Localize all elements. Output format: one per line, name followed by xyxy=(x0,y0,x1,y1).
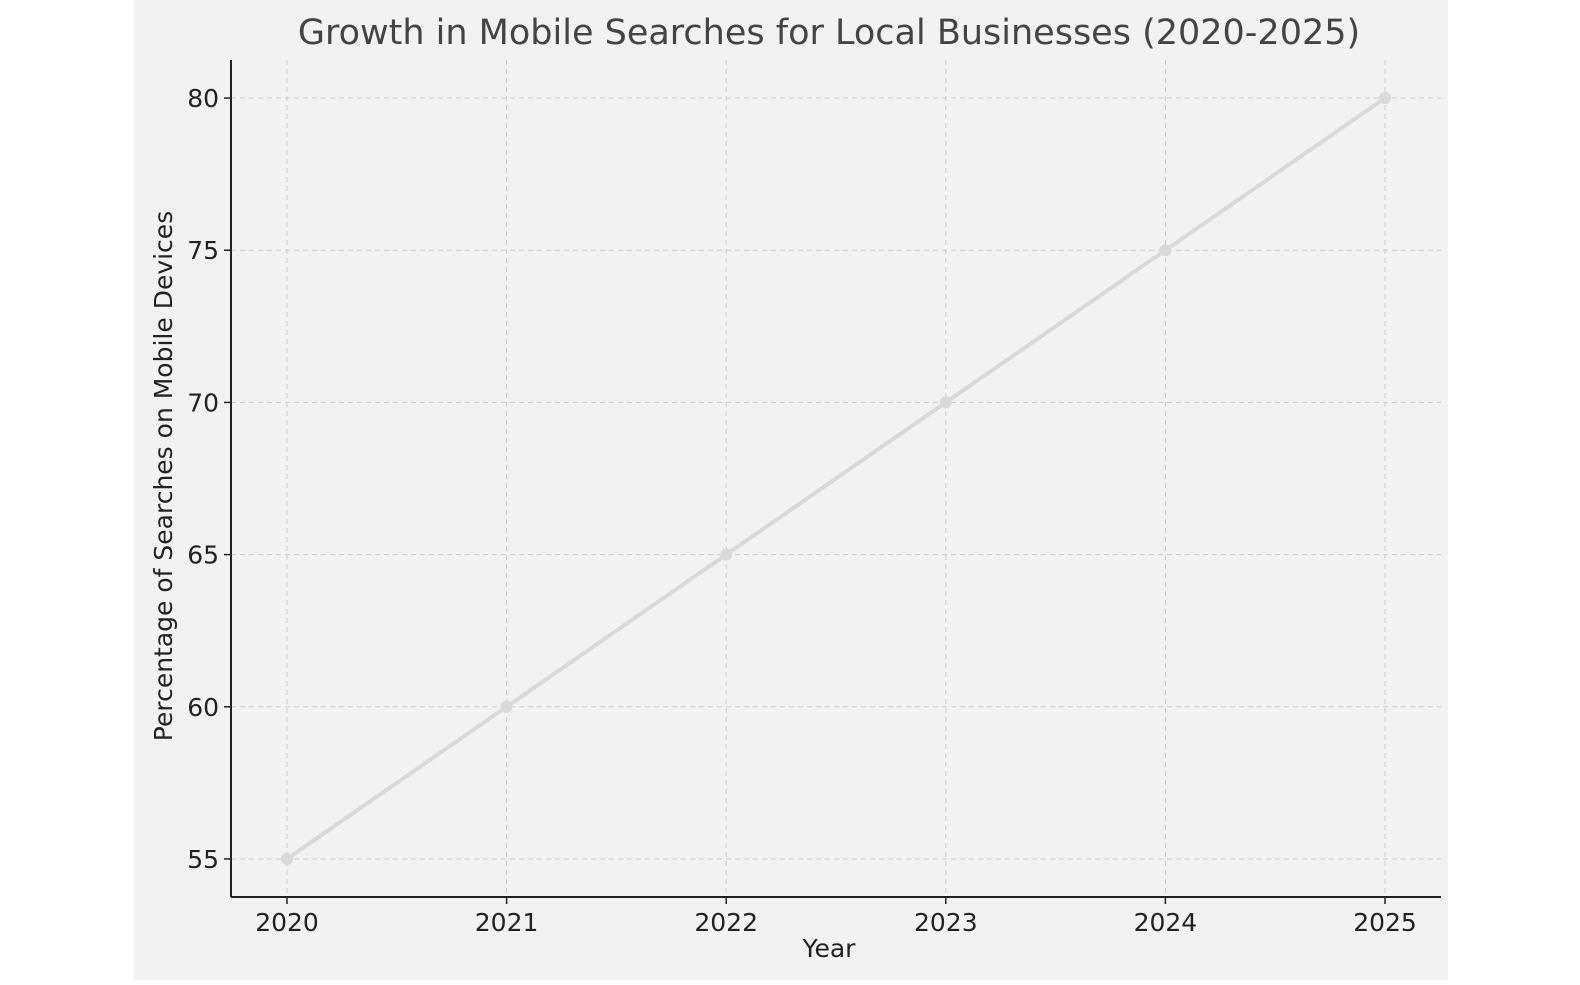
data-point xyxy=(500,700,513,713)
y-tick-label: 55 xyxy=(187,845,219,874)
vertical-gridlines xyxy=(286,60,1386,897)
data-point xyxy=(281,852,293,865)
data-point xyxy=(939,396,952,409)
y-tick-label: 60 xyxy=(187,693,219,722)
x-tick-label: 2024 xyxy=(1134,908,1198,937)
chart-title: Growth in Mobile Searches for Local Busi… xyxy=(298,13,1360,53)
y-axis-label: Percentage of Searches on Mobile Devices xyxy=(149,211,178,741)
series-line xyxy=(285,96,1387,861)
figure-background xyxy=(134,0,1448,980)
x-tick-label: 2020 xyxy=(255,908,319,937)
data-point xyxy=(1379,92,1391,105)
x-tick-label: 2025 xyxy=(1353,908,1417,937)
y-tick-label: 75 xyxy=(187,236,219,265)
data-points xyxy=(281,92,1391,865)
data-point xyxy=(720,548,733,561)
y-tick-label: 65 xyxy=(187,541,219,570)
x-tick-label: 2021 xyxy=(475,908,539,937)
y-tick-label: 80 xyxy=(187,84,219,113)
y-tick-label: 70 xyxy=(187,388,219,417)
data-point xyxy=(1159,244,1172,257)
x-axis-ticks: 2020 2021 2022 2023 2024 2025 xyxy=(255,897,1417,937)
horizontal-gridlines xyxy=(231,97,1441,860)
x-tick-label: 2022 xyxy=(694,908,758,937)
y-axis-ticks: 55 60 65 70 75 80 xyxy=(187,84,231,874)
x-tick-label: 2023 xyxy=(914,908,978,937)
x-axis-label: Year xyxy=(802,934,857,963)
